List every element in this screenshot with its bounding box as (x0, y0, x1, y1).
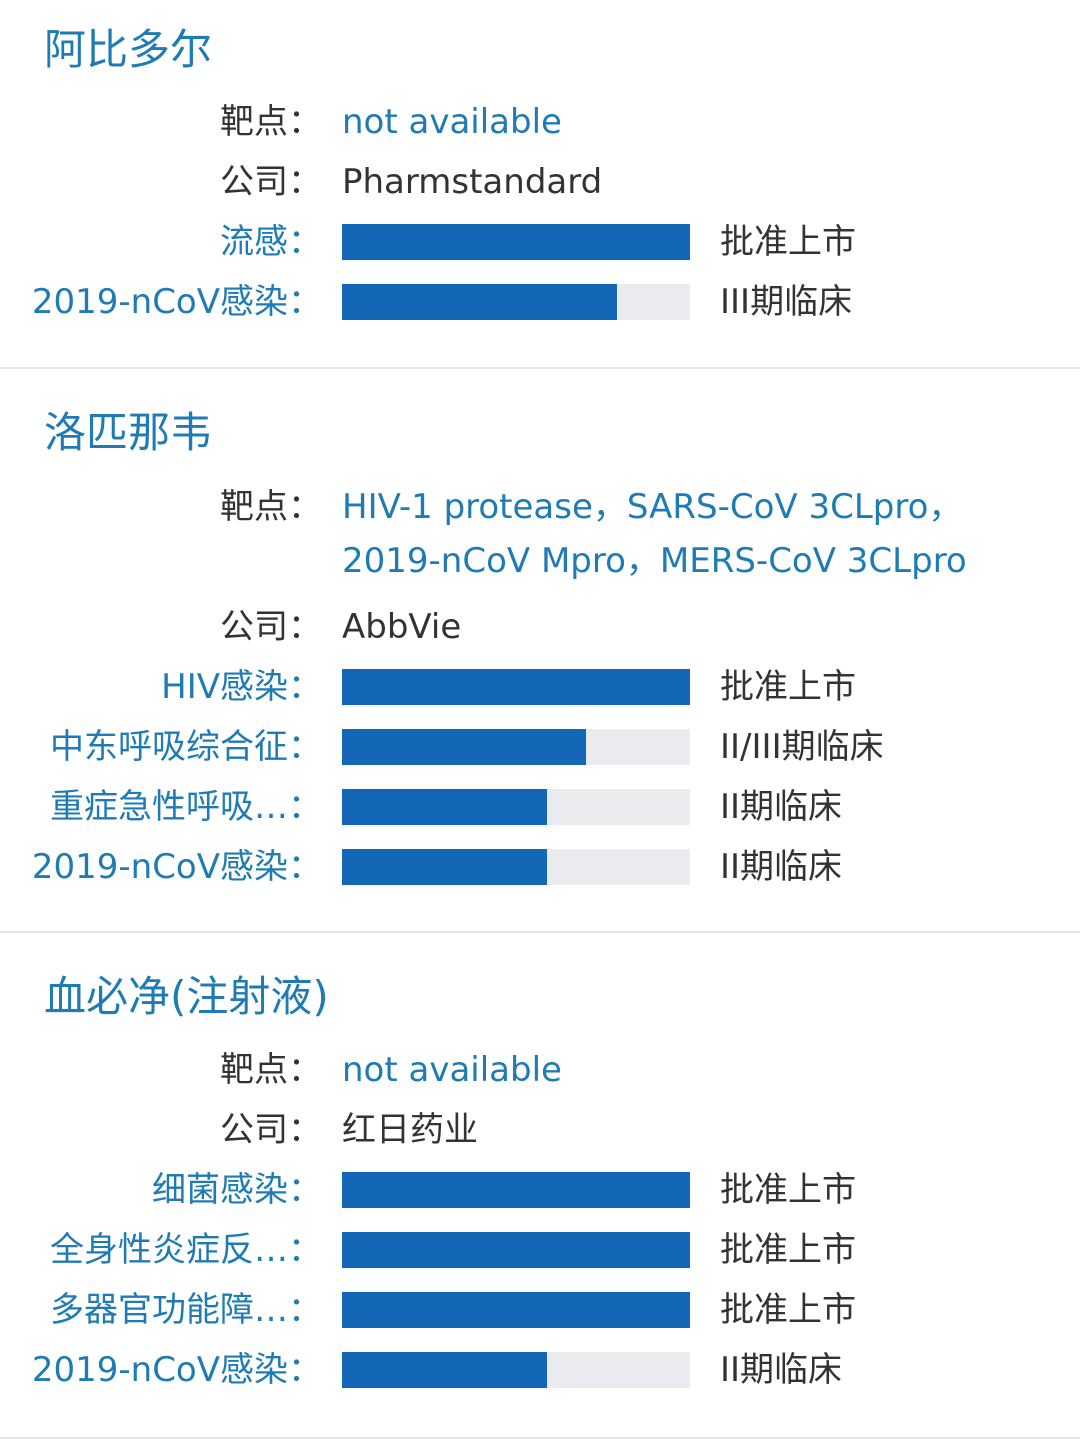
indication-row[interactable]: 重症急性呼吸…： II期临床 (0, 785, 1080, 845)
indication-name[interactable]: 2019-nCoV感染： (31, 282, 322, 322)
progress-bar (342, 789, 690, 825)
progress-fill (342, 224, 690, 260)
indication-row[interactable]: 多器官功能障…： 批准上市 (0, 1288, 1080, 1348)
indication-name[interactable]: 重症急性呼吸…： (50, 787, 322, 827)
company-row: 公司： Pharmstandard (0, 160, 1080, 220)
progress-fill (342, 1352, 548, 1388)
phase-status: III期临床 (720, 282, 853, 322)
phase-status: II期临床 (720, 847, 843, 887)
indication-row[interactable]: 2019-nCoV感染： III期临床 (0, 280, 1080, 340)
target-row: 靶点： not available (0, 100, 1080, 160)
drug-title[interactable]: 血必净(注射液) (44, 972, 329, 1021)
progress-bar (342, 849, 690, 885)
progress-bar (342, 669, 690, 705)
target-label: 靶点： (220, 487, 322, 527)
indication-name[interactable]: 2019-nCoV感染： (31, 847, 322, 887)
indication-name[interactable]: 全身性炎症反…： (50, 1230, 322, 1270)
progress-bar (342, 284, 690, 320)
drug-title[interactable]: 阿比多尔 (44, 25, 213, 74)
indication-row[interactable]: HIV感染： 批准上市 (0, 665, 1080, 725)
drug-card-1: 阿比多尔 靶点： not available 公司： Pharmstandard… (0, 0, 1080, 368)
drug-card-2: 洛匹那韦 靶点： HIV-1 protease，SARS-CoV 3CLpro，… (0, 369, 1080, 932)
indication-row[interactable]: 中东呼吸综合征： II/III期临床 (0, 725, 1080, 785)
section-divider (0, 931, 1080, 933)
company-label: 公司： (220, 162, 322, 202)
indication-row[interactable]: 细菌感染： 批准上市 (0, 1168, 1080, 1228)
target-value[interactable]: not available (342, 1050, 562, 1090)
indication-row[interactable]: 2019-nCoV感染： II期临床 (0, 1348, 1080, 1408)
drug-card-3: 血必净(注射液) 靶点： not available 公司： 红日药业 细菌感染… (0, 933, 1080, 1438)
progress-fill (342, 669, 690, 705)
phase-status: 批准上市 (720, 1230, 856, 1270)
progress-fill (342, 1232, 690, 1268)
progress-bar (342, 1292, 690, 1328)
company-value: Pharmstandard (342, 162, 603, 202)
indication-name[interactable]: 2019-nCoV感染： (31, 1350, 322, 1390)
phase-status: 批准上市 (720, 667, 856, 707)
progress-fill (342, 729, 586, 765)
progress-fill (342, 849, 548, 885)
phase-status: II期临床 (720, 1350, 843, 1390)
progress-bar (342, 224, 690, 260)
section-divider (0, 367, 1080, 369)
progress-bar (342, 1232, 690, 1268)
company-value: 红日药业 (342, 1110, 478, 1150)
progress-bar (342, 729, 690, 765)
indication-name[interactable]: 多器官功能障…： (50, 1290, 322, 1330)
drug-title[interactable]: 洛匹那韦 (44, 408, 213, 457)
target-label: 靶点： (220, 102, 322, 142)
phase-status: II期临床 (720, 787, 843, 827)
indication-row[interactable]: 流感： 批准上市 (0, 220, 1080, 280)
target-row: 靶点： not available (0, 1048, 1080, 1108)
progress-fill (342, 284, 617, 320)
indication-name[interactable]: 中东呼吸综合征： (50, 727, 322, 767)
company-label: 公司： (220, 1110, 322, 1150)
target-value[interactable]: HIV-1 protease，SARS-CoV 3CLpro，2019-nCoV… (342, 487, 967, 581)
company-value: AbbVie (342, 607, 462, 647)
indication-name[interactable]: HIV感染： (161, 667, 322, 707)
progress-bar (342, 1352, 690, 1388)
progress-fill (342, 1292, 690, 1328)
target-value[interactable]: not available (342, 102, 562, 142)
phase-status: 批准上市 (720, 222, 856, 262)
progress-fill (342, 1172, 690, 1208)
phase-status: 批准上市 (720, 1290, 856, 1330)
company-row: 公司： AbbVie (0, 605, 1080, 665)
indication-name[interactable]: 细菌感染： (152, 1170, 322, 1210)
progress-bar (342, 1172, 690, 1208)
target-row: 靶点： HIV-1 protease，SARS-CoV 3CLpro，2019-… (0, 485, 1080, 595)
company-row: 公司： 红日药业 (0, 1108, 1080, 1168)
phase-status: 批准上市 (720, 1170, 856, 1210)
phase-status: II/III期临床 (720, 727, 884, 767)
section-divider (0, 1437, 1080, 1439)
company-label: 公司： (220, 607, 322, 647)
indication-name[interactable]: 流感： (220, 222, 322, 262)
progress-fill (342, 789, 548, 825)
indication-row[interactable]: 全身性炎症反…： 批准上市 (0, 1228, 1080, 1288)
indication-row[interactable]: 2019-nCoV感染： II期临床 (0, 845, 1080, 905)
target-label: 靶点： (220, 1050, 322, 1090)
